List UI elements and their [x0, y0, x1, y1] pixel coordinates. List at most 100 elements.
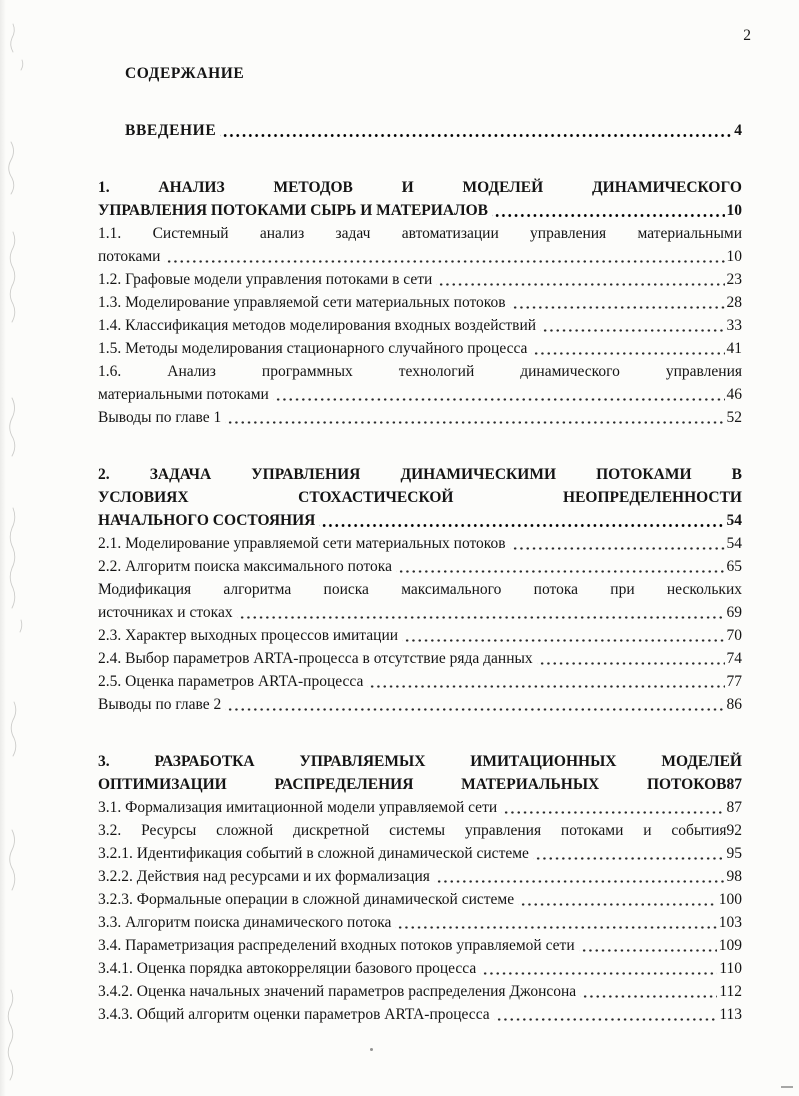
toc-entry: 3. РАЗРАБОТКА УПРАВЛЯЕМЫХ ИМИТАЦИОННЫХ М…: [98, 750, 742, 796]
toc-entry-lastline: Выводы по главе 2 86: [98, 693, 742, 716]
toc-entry-title: 1.5. Методы моделирования стационарного …: [98, 340, 528, 357]
scan-speck: [370, 1048, 373, 1051]
toc-page-number: 70: [726, 627, 743, 644]
dot-leader: [395, 555, 725, 578]
toc-page-number: 95: [726, 845, 743, 862]
toc-entry: 2.4. Выбор параметров ARTA-процесса в от…: [98, 647, 742, 670]
toc-entry: Выводы по главе 1 52: [98, 406, 742, 429]
toc-entry-title: 3.3. Алгоритм поиска динамического поток…: [98, 914, 392, 931]
toc-page-number: 54: [726, 512, 743, 529]
toc-entry: 2.2. Алгоритм поиска максимального поток…: [98, 555, 742, 578]
toc-entry-lastline: НАЧАЛЬНОГО СОСТОЯНИЯ 54: [98, 509, 742, 532]
toc-page-number: 65: [726, 558, 743, 575]
dot-leader: [367, 670, 725, 693]
toc-entry-title: 3.4.3. Общий алгоритм оценки параметров …: [98, 1006, 490, 1023]
toc-entry-title: потоками: [98, 248, 161, 265]
toc-entry: 3.2.1. Идентификация событий в сложной д…: [98, 842, 742, 865]
toc-entry: 2.1. Моделирование управляемой сети мате…: [98, 532, 742, 555]
dot-leader: [319, 509, 725, 532]
toc-entry-lastline: 3.4.1. Оценка порядка автокорреляции баз…: [98, 957, 742, 980]
toc-entry-lastline: потоками 10: [98, 245, 742, 268]
toc-entry-title: Выводы по главе 2: [98, 696, 222, 713]
toc-entry: 3.4.2. Оценка начальных значений парамет…: [98, 980, 742, 1003]
scan-corner-mark: [781, 1086, 793, 1088]
toc-entry: 3.4.3. Общий алгоритм оценки параметров …: [98, 1003, 742, 1026]
toc-page-number: 113: [719, 1006, 742, 1023]
toc-entry: Модификация алгоритма поиска максимально…: [98, 578, 742, 624]
toc-title: СОДЕРЖАНИЕ: [125, 65, 245, 82]
dot-leader: [272, 383, 725, 406]
toc-entry-lastline: 3.1. Формализация имитационной модели уп…: [98, 796, 742, 819]
toc-entry: 3.4.1. Оценка порядка автокорреляции баз…: [98, 957, 742, 980]
toc-page-number: 23: [726, 271, 743, 288]
toc-entry-title: 2.5. Оценка параметров ARTA-процесса: [98, 673, 364, 690]
toc-page-number: 98: [726, 868, 743, 885]
toc-entry-lastline: 2.2. Алгоритм поиска максимального поток…: [98, 555, 742, 578]
toc-page-number: 33: [726, 317, 743, 334]
toc-entry: 3.2. Ресурсы сложной дискретной системы …: [98, 819, 742, 842]
toc-entry-title: 3.1. Формализация имитационной модели уп…: [98, 799, 498, 816]
toc-entry-title: 3.2.3. Формальные операции в сложной дин…: [98, 891, 515, 908]
dot-leader: [395, 911, 717, 934]
toc-entry-title: 2.1. Моделирование управляемой сети мате…: [98, 535, 506, 552]
toc-page-number: 77: [726, 673, 743, 690]
toc-entry-title: источниках и стоках: [98, 604, 233, 621]
dot-leader: [578, 934, 717, 957]
toc-entry-title: ВВЕДЕНИЕ: [125, 122, 217, 139]
toc-entry: ВВЕДЕНИЕ 4: [98, 119, 742, 142]
toc-entry-line: Модификация алгоритма поиска максимально…: [98, 581, 742, 598]
toc-entry-lastline: 3.2.2. Действия над ресурсами и их форма…: [98, 865, 742, 888]
toc-entry-lastline: ОПТИМИЗАЦИИ РАСПРЕДЕЛЕНИЯ МАТЕРИАЛЬНЫХ П…: [98, 773, 742, 796]
toc-page-number: 110: [719, 960, 742, 977]
dot-leader: [540, 314, 725, 337]
toc-entry-title: материальными потоками: [98, 386, 269, 403]
toc-entry-title: ОПТИМИЗАЦИИ РАСПРЕДЕЛЕНИЯ МАТЕРИАЛЬНЫХ П…: [98, 776, 727, 793]
toc-entry-title: Выводы по главе 1: [98, 409, 222, 426]
dot-leader: [225, 406, 725, 429]
toc-entry: 2.5. Оценка параметров ARTA-процесса 77: [98, 670, 742, 693]
toc-entry-lastline: Выводы по главе 1 52: [98, 406, 742, 429]
toc-page-number: 10: [726, 202, 743, 219]
toc-page-number: 92: [726, 822, 743, 839]
toc-entry-title: 2.4. Выбор параметров ARTA-процесса в от…: [98, 650, 533, 667]
toc-entry-line: 3. РАЗРАБОТКА УПРАВЛЯЕМЫХ ИМИТАЦИОННЫХ М…: [98, 753, 742, 770]
toc-entry-title: 1.4. Классификация методов моделирования…: [98, 317, 537, 334]
toc-page-number: 87: [726, 776, 743, 793]
toc-entry: 1.3. Моделирование управляемой сети мате…: [98, 291, 742, 314]
page-number: 2: [743, 27, 751, 44]
dot-leader: [164, 245, 725, 268]
toc-entry-line: 1. АНАЛИЗ МЕТОДОВ И МОДЕЛЕЙ ДИНАМИЧЕСКОГ…: [98, 179, 742, 196]
toc-entry-lastline: 2.4. Выбор параметров ARTA-процесса в от…: [98, 647, 742, 670]
toc-entry: 1.1. Системный анализ задач автоматизаци…: [98, 222, 742, 268]
toc-entry: Выводы по главе 2 86: [98, 693, 742, 716]
toc-entry: 3.1. Формализация имитационной модели уп…: [98, 796, 742, 819]
dot-leader: [491, 199, 725, 222]
toc-entry-line: 2. ЗАДАЧА УПРАВЛЕНИЯ ДИНАМИЧЕСКИМИ ПОТОК…: [98, 466, 742, 483]
toc-entry-lastline: 3.2. Ресурсы сложной дискретной системы …: [98, 819, 742, 842]
toc-entry: 1.5. Методы моделирования стационарного …: [98, 337, 742, 360]
toc-entry: 1.6. Анализ программных технологий динам…: [98, 360, 742, 406]
toc-entry-lastline: источниках и стоках 69: [98, 601, 742, 624]
dot-leader: [509, 291, 725, 314]
toc-page-number: 100: [718, 891, 742, 908]
toc-entry-title: 3.4.2. Оценка начальных значений парамет…: [98, 983, 577, 1000]
dot-leader: [480, 957, 718, 980]
toc-entry-lastline: 3.4.3. Общий алгоритм оценки параметров …: [98, 1003, 742, 1026]
dot-leader: [509, 532, 725, 555]
toc-entry: 3.3. Алгоритм поиска динамического поток…: [98, 911, 742, 934]
toc-entry: 1. АНАЛИЗ МЕТОДОВ И МОДЕЛЕЙ ДИНАМИЧЕСКОГ…: [98, 176, 742, 222]
dot-leader: [518, 888, 717, 911]
dot-leader: [236, 601, 725, 624]
toc-entry: 3.2.2. Действия над ресурсами и их форма…: [98, 865, 742, 888]
toc-entry-lastline: 1.2. Графовые модели управления потоками…: [98, 268, 742, 291]
toc-entry: 1.2. Графовые модели управления потоками…: [98, 268, 742, 291]
toc-page-number: 28: [726, 294, 743, 311]
toc-page-number: 86: [726, 696, 743, 713]
toc-entry: 1.4. Классификация методов моделирования…: [98, 314, 742, 337]
toc-page-number: 69: [726, 604, 743, 621]
toc-entry-title: 1.3. Моделирование управляемой сети мате…: [98, 294, 506, 311]
toc-page-number: 4: [734, 122, 742, 139]
dot-leader: [531, 337, 725, 360]
toc-entry-lastline: 2.1. Моделирование управляемой сети мате…: [98, 532, 742, 555]
toc-page-number: 41: [726, 340, 743, 357]
